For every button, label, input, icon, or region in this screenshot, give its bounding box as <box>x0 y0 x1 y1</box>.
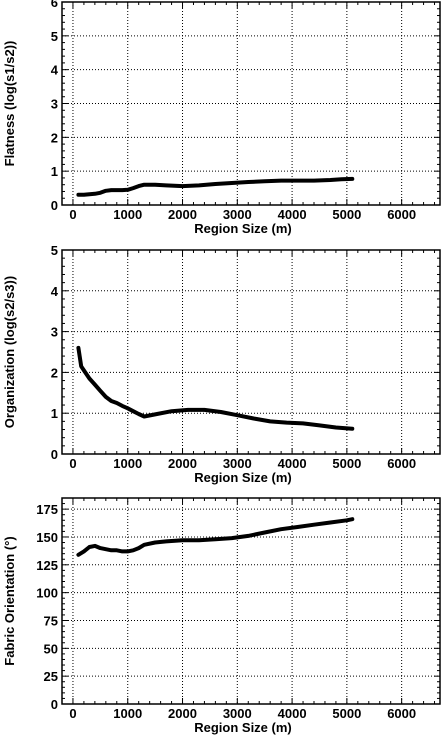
flatness-xtick-label: 0 <box>69 207 76 222</box>
organization-series-line <box>76 345 355 431</box>
orientation-ytick-label: 50 <box>44 641 58 656</box>
organization-ytick-label: 5 <box>51 243 58 258</box>
orientation-series-line <box>76 517 355 557</box>
orientation-ytick-label: 175 <box>36 502 58 517</box>
orientation-x-axis-label: Region Size (m) <box>194 720 292 735</box>
flatness-xtick-label: 2000 <box>168 207 197 222</box>
flatness-ytick-label: 5 <box>51 29 58 44</box>
organization-xtick-label: 4000 <box>278 456 307 471</box>
flatness-ytick-label: 2 <box>51 130 58 145</box>
flatness-plot-frame <box>61 1 441 206</box>
organization-y-axis-label: Organization (log(s2/s3)) <box>2 276 17 428</box>
orientation-xtick-label: 3000 <box>223 706 252 721</box>
organization-xtick-label: 1000 <box>113 456 142 471</box>
orientation-ytick-label: 100 <box>36 586 58 601</box>
flatness-ytick-label: 3 <box>51 97 58 112</box>
flatness-xtick-label: 6000 <box>387 207 416 222</box>
flatness-series-line <box>76 176 355 197</box>
flatness-xtick-label: 4000 <box>278 207 307 222</box>
flatness-xtick-label: 3000 <box>223 207 252 222</box>
orientation-ytick-label: 75 <box>44 613 58 628</box>
organization-xtick-label: 0 <box>69 456 76 471</box>
flatness-y-axis-label: Flatness (log(s1/s2)) <box>2 41 17 167</box>
flatness-ytick-label: 1 <box>51 164 58 179</box>
orientation-xtick-label: 0 <box>69 706 76 721</box>
flatness-xtick-label: 5000 <box>332 207 361 222</box>
organization-ytick-label: 0 <box>51 447 58 462</box>
orientation-ytick-label: 150 <box>36 530 58 545</box>
orientation-ytick-label: 0 <box>51 697 58 712</box>
organization-plot-frame <box>61 249 441 455</box>
orientation-xtick-label: 4000 <box>278 706 307 721</box>
flatness-xtick-label: 1000 <box>113 207 142 222</box>
organization-xtick-label: 5000 <box>332 456 361 471</box>
flatness-ytick-label: 6 <box>51 0 58 10</box>
orientation-xtick-label: 6000 <box>387 706 416 721</box>
orientation-ytick-label: 25 <box>44 669 58 684</box>
organization-xtick-label: 2000 <box>168 456 197 471</box>
organization-x-axis-label: Region Size (m) <box>194 470 292 485</box>
organization-ytick-label: 1 <box>51 406 58 421</box>
organization-ytick-label: 2 <box>51 365 58 380</box>
orientation-y-axis-label: Fabric Orientation (°) <box>2 536 17 665</box>
flatness-ytick-label: 0 <box>51 198 58 213</box>
flatness-ytick-label: 4 <box>51 63 59 78</box>
orientation-ytick-label: 125 <box>36 558 58 573</box>
organization-ytick-label: 3 <box>51 325 58 340</box>
orientation-plot-frame <box>61 497 441 705</box>
flatness-x-axis-label: Region Size (m) <box>194 221 292 236</box>
organization-xtick-label: 6000 <box>387 456 416 471</box>
orientation-xtick-label: 2000 <box>168 706 197 721</box>
organization-ytick-label: 4 <box>51 284 59 299</box>
orientation-xtick-label: 1000 <box>113 706 142 721</box>
orientation-xtick-label: 5000 <box>332 706 361 721</box>
organization-xtick-label: 3000 <box>223 456 252 471</box>
